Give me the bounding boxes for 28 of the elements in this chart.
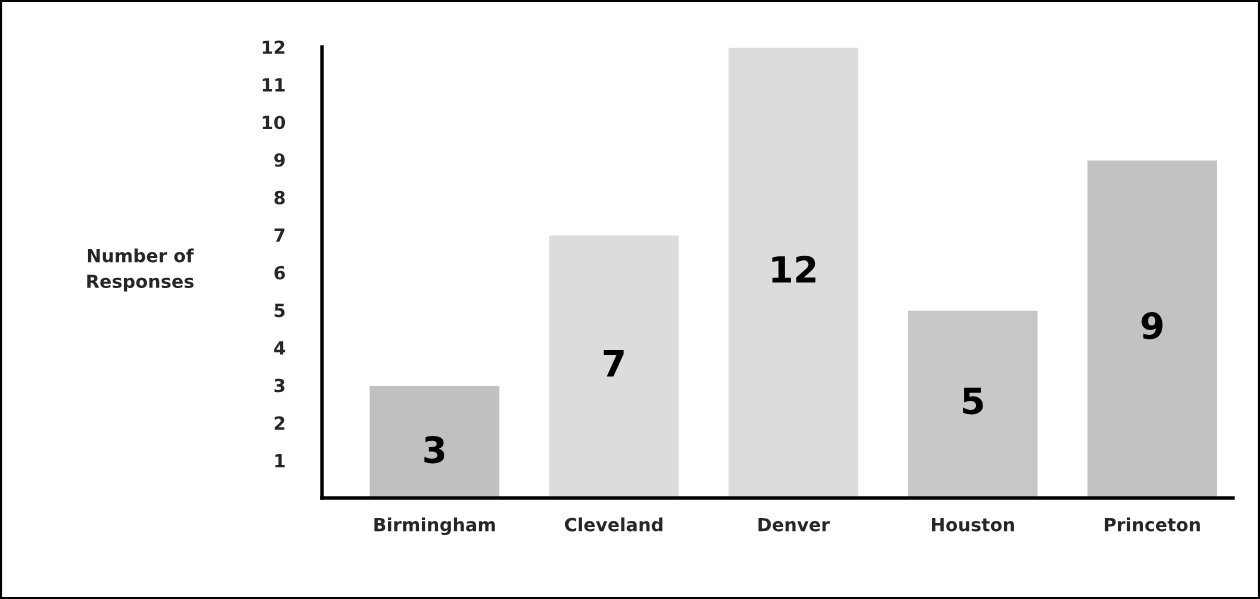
data-label: 7 <box>603 350 624 377</box>
data-label: 12 <box>772 255 816 283</box>
y-tick-label: 9 <box>274 153 285 167</box>
x-tick-label: Cleveland <box>564 517 663 532</box>
y-tick-label: 1 <box>275 454 285 468</box>
y-tick-label: 7 <box>274 228 285 242</box>
bar <box>906 309 1040 498</box>
y-tick-label: 5 <box>274 303 285 318</box>
data-label: 3 <box>424 436 445 464</box>
bar <box>1086 159 1219 498</box>
y-tick-label: 2 <box>274 416 285 430</box>
y-tick-label: 4 <box>274 341 286 355</box>
x-tick-label: Birmingham <box>374 517 495 536</box>
bar <box>368 384 501 498</box>
x-tick-label: Houston <box>931 518 1014 532</box>
y-tick-label: 12 <box>262 40 285 54</box>
y-axis-title: Number of Responses <box>87 248 194 292</box>
y-tick-label: 8 <box>274 190 285 205</box>
x-tick-label: Denver <box>758 518 830 532</box>
y-tick-label: 11 <box>262 78 285 92</box>
y-tick-label: 10 <box>262 115 286 130</box>
bar <box>547 234 681 498</box>
y-tick-label: 3 <box>274 378 285 393</box>
x-tick-label: Princeton <box>1104 517 1200 532</box>
data-label: 5 <box>963 387 983 415</box>
bar <box>727 47 860 498</box>
data-label: 9 <box>1141 312 1163 340</box>
y-tick-label: 6 <box>274 265 285 280</box>
